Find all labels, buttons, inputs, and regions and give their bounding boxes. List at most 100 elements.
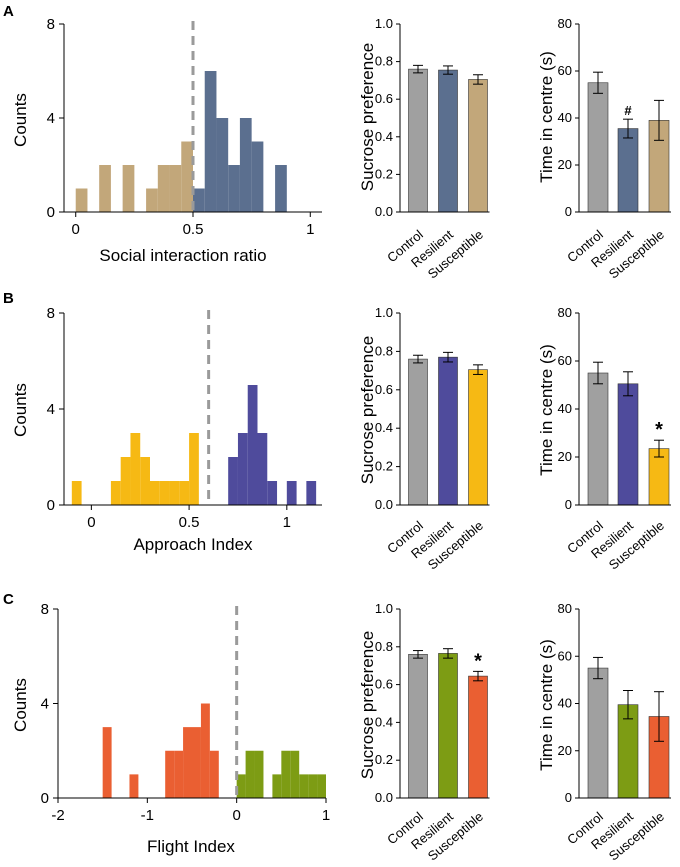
histogram-bar [129,774,139,798]
panel-label-c: C [3,591,14,608]
hist-y-tick-label: 8 [41,601,49,618]
hist-y-tick-label: 8 [47,16,55,33]
hist-x-tick-label: -1 [141,807,154,824]
histogram-bar [308,774,318,798]
bar-resilient [438,69,458,213]
sucrose-preference-chart-a: Sucrose preference ControlResilientSusce… [358,16,490,282]
histogram-bar [150,481,160,505]
significance-marker: * [655,419,663,441]
histogram-bar [228,457,238,505]
bar-y-tick-label: 60 [558,63,572,78]
sucrose-y-label: Sucrose preference [358,43,377,191]
bar-y-tick-label: 40 [558,696,572,711]
hist-x-label: Approach Index [133,535,253,554]
bar-control [408,68,428,213]
hist-y-tick-label: 0 [47,497,55,514]
histogram-bar [71,481,82,505]
histogram-bar [174,750,184,798]
bar-y-tick-label: 0.4 [375,714,393,729]
bar-y-tick-label: 0.2 [375,752,393,767]
sucrose-y-label: Sucrose preference [358,631,377,779]
histogram-bar [216,118,229,212]
bar-control [408,358,428,506]
bar-y-tick-label: 0.2 [375,459,393,474]
bar-y-tick-label: 20 [558,743,572,758]
hist-x-tick-label: 0.5 [183,221,204,238]
bar-y-tick-label: 0.0 [375,497,393,512]
histogram-social-interaction: Counts Social interaction ratio 0 4 8 0 0.5 1 [11,16,322,265]
histogram-bar [130,433,141,505]
panel-label-b: B [3,290,14,307]
bar-y-tick-label: 1.0 [375,305,393,320]
bar-y-tick-label: 80 [558,305,572,320]
histogram-bar [179,481,190,505]
histogram-bar [200,703,210,798]
hist-y-label: Counts [11,93,30,147]
time-in-centre-chart-a: Time in centre (s) Control#ResilientSusc… [537,16,671,282]
histogram-bar [228,165,240,212]
histogram-bar [110,481,121,505]
hist-x-tick-label: 0 [72,221,80,238]
histogram-bar [257,433,268,505]
bar-y-tick-label: 20 [558,157,572,172]
histogram-bar [193,188,205,212]
hist-y-tick-label: 4 [41,696,49,713]
histogram-bar [245,750,255,798]
histogram-bar [236,774,246,798]
bar-y-tick-label: 0.4 [375,129,393,144]
bar-resilient [617,383,639,506]
centre-y-label: Time in centre (s) [537,344,556,476]
bar-y-tick-label: 0.6 [375,677,393,692]
bar-y-tick-label: 0.8 [375,639,393,654]
hist-y-tick-label: 0 [47,204,55,221]
bar-susceptible [468,675,488,799]
histogram-bar [204,71,217,212]
histogram-bar [281,750,291,798]
sucrose-preference-chart-c: Sucrose preference ControlResilient*Susc… [358,601,490,864]
bar-y-tick-label: 20 [558,449,572,464]
bar-y-tick-label: 0.0 [375,204,393,219]
histogram-bar [165,750,175,798]
bar-resilient [438,356,458,506]
bar-resilient [438,653,458,799]
histogram-bar [286,481,297,505]
histogram-bar [146,188,158,212]
histogram-bar [183,727,192,798]
hist-x-tick-label: 0 [232,807,240,824]
bar-y-tick-label: 1.0 [375,16,393,31]
sucrose-preference-chart-b: Sucrose preference ControlResilientSusce… [358,305,490,573]
histogram-bar [239,118,252,212]
bar-y-tick-label: 0.8 [375,54,393,69]
bar-y-tick-label: 0.0 [375,790,393,805]
bar-y-tick-label: 1.0 [375,601,393,616]
histogram-bar [267,481,278,505]
significance-marker: * [474,650,482,672]
bar-y-tick-label: 80 [558,16,572,31]
histogram-bar [122,165,135,212]
bar-y-tick-label: 80 [558,601,572,616]
hist-x-tick-label: 0.5 [179,514,200,531]
hist-x-tick-label: 1 [306,221,314,238]
bar-y-tick-label: 60 [558,648,572,663]
hist-y-tick-label: 0 [41,790,49,807]
hist-x-tick-label: 0 [87,514,95,531]
hist-x-tick-label: -2 [51,807,64,824]
bar-control [408,654,428,799]
histogram-bar [251,141,264,212]
hist-y-tick-label: 4 [47,110,55,127]
histogram-bar [306,481,317,505]
centre-y-label: Time in centre (s) [537,51,556,183]
hist-x-label: Social interaction ratio [99,246,266,265]
bar-y-tick-label: 40 [558,401,572,416]
histogram-bar [102,727,112,798]
bar-y-tick-label: 0 [565,790,572,805]
bar-control [587,667,609,799]
histogram-bar [189,433,199,505]
hist-y-label: Counts [11,678,30,732]
histogram-bar [209,750,219,798]
sucrose-y-label: Sucrose preference [358,336,377,484]
histogram-bar [317,774,326,798]
histogram-bar [237,433,248,505]
bar-susceptible [468,79,488,213]
